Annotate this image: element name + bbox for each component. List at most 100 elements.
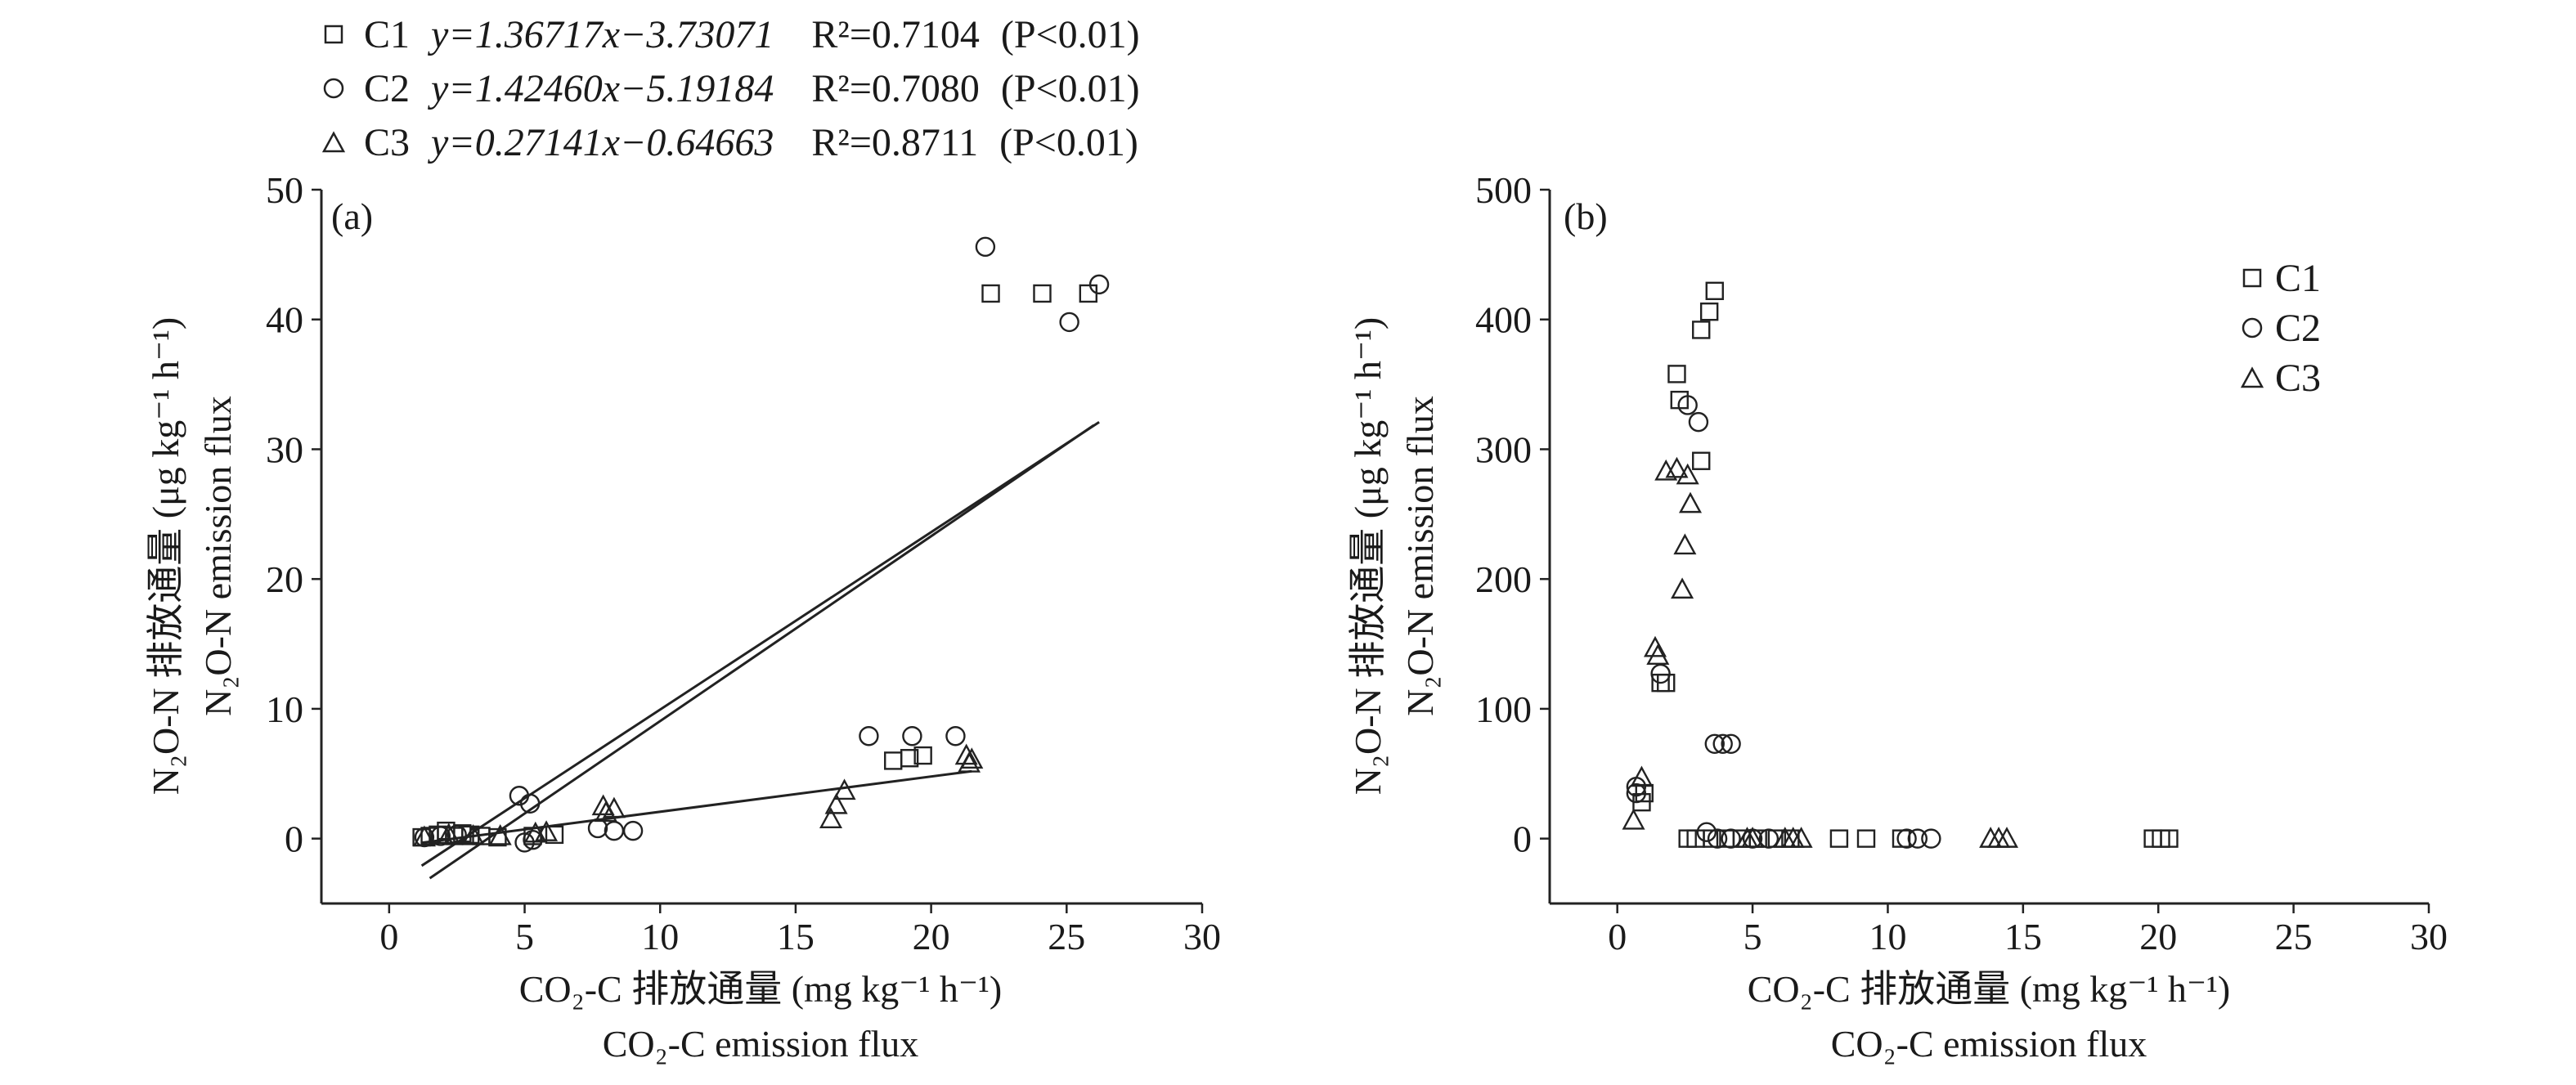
panel-a-x-tick-label: 20 bbox=[913, 916, 950, 957]
panel-b-y-tick-label: 100 bbox=[1475, 688, 1532, 730]
panel-b-point-c3 bbox=[1676, 463, 1699, 485]
panel-a-y-tick-label: 0 bbox=[285, 818, 303, 860]
legend-a-marker-c3 bbox=[321, 131, 346, 153]
panel-b-point-c2 bbox=[1704, 733, 1725, 754]
panel-b-point-c3 bbox=[1995, 827, 2019, 848]
legend-a-r2-c2: R²=0.7080 bbox=[811, 67, 979, 110]
panel-a-x-tick-label: 15 bbox=[777, 916, 815, 957]
panel-b-point-c1 bbox=[1829, 829, 1849, 848]
panel-b-point-c3 bbox=[1646, 643, 1670, 666]
panel-a-point-c2 bbox=[1088, 274, 1110, 295]
legend-a-r2-c3: R²=0.8711 bbox=[811, 121, 978, 164]
panel-a-point-c2 bbox=[902, 726, 922, 746]
panel-b-point-c3 bbox=[1671, 577, 1694, 599]
svg-text:C2 y=1.42460x−5.19184: C2 y=1.42460x−5.19184 R²=0.7080 (P<0.01) bbox=[364, 67, 1140, 110]
legend-a-marker-c2 bbox=[323, 78, 344, 99]
panel-a-point-c2 bbox=[509, 786, 530, 806]
legend-b-name-c1: C1 bbox=[2275, 257, 2321, 300]
panel-b-x-tick-label: 20 bbox=[2139, 916, 2177, 957]
panel-a-point-c1 bbox=[884, 751, 903, 770]
panel-b-point-c2 bbox=[1626, 782, 1647, 804]
panel-a-point-c3 bbox=[819, 807, 843, 829]
panel-a-point-c3 bbox=[594, 800, 617, 823]
panel-a-point-c1 bbox=[900, 749, 919, 768]
legend-a-p-c3: (P<0.01) bbox=[999, 121, 1138, 164]
panel-b-ylabel2: N₂O-N emission flux bbox=[1399, 396, 1441, 716]
panel-a-point-c2 bbox=[945, 726, 966, 746]
legend-a-row-c2: C2 y=1.42460x−5.19184 R²=0.7080 (P<0.01) bbox=[323, 67, 1140, 110]
panel-b-y-tick-label: 500 bbox=[1475, 169, 1532, 211]
legend-a-equation-c1: y=1.36717x−3.73071 bbox=[427, 13, 774, 56]
panel-b-x-tick-label: 30 bbox=[2410, 916, 2448, 957]
panel-a-point-c1 bbox=[913, 746, 932, 765]
panel-b-x-tick-label: 5 bbox=[1744, 916, 1762, 957]
panel-a-y-tick-label: 50 bbox=[266, 169, 303, 211]
panel-a-point-c3 bbox=[412, 825, 436, 847]
panel-a-x-tick-label: 0 bbox=[379, 916, 398, 957]
panel-b-point-c2 bbox=[1688, 411, 1709, 433]
panel-b-points bbox=[1622, 281, 2179, 849]
panel-a-point-c2 bbox=[587, 818, 608, 839]
panel-b-point-c1 bbox=[1667, 365, 1686, 383]
panel-a-fit-line-c2 bbox=[429, 424, 1095, 880]
panel-a-point-c2 bbox=[975, 236, 996, 258]
panel-a-x-tick-label: 5 bbox=[515, 916, 534, 957]
panel-a-point-c3 bbox=[832, 778, 856, 800]
panel-b-point-c3 bbox=[1678, 491, 1703, 513]
panel-a-y-tick-label: 30 bbox=[266, 428, 303, 470]
panel-b-point-c2 bbox=[1758, 828, 1779, 849]
legend-b-marker-c2 bbox=[2242, 317, 2263, 339]
legend-a-row-c1: C1 y=1.36717x−3.73071 R²=0.7104 (P<0.01) bbox=[324, 13, 1140, 56]
panel-a-fit-line-c1 bbox=[420, 421, 1100, 868]
panel-b-y-tick-label: 400 bbox=[1475, 299, 1532, 341]
panel-a-point-c3 bbox=[461, 823, 485, 845]
panel-b-point-c1 bbox=[1892, 829, 1911, 848]
panel-a-ylabel2: N₂O-N emission flux bbox=[197, 396, 239, 716]
legend-a-name-c2: C2 bbox=[364, 67, 410, 110]
panel-b-point-c2 bbox=[1921, 828, 1941, 849]
legend-b-marker-c3 bbox=[2240, 366, 2264, 388]
panel-b-xlabel2: CO₂-C emission flux bbox=[1831, 1023, 2147, 1065]
panel-a-y-tick-label: 20 bbox=[266, 558, 303, 600]
panel-a-xlabel: CO₂-C 排放通量 (mg kg⁻¹ h⁻¹) bbox=[519, 968, 1003, 1010]
legend-a-name-c3: C3 bbox=[364, 121, 410, 164]
panel-a-x-tick-label: 25 bbox=[1048, 916, 1085, 957]
panel-a-x-tick-label: 30 bbox=[1183, 916, 1221, 957]
panel-a-points bbox=[412, 236, 1110, 853]
panel-b-label: (b) bbox=[1564, 195, 1608, 237]
panel-a-xlabel2: CO₂-C emission flux bbox=[603, 1023, 919, 1065]
panel-b-x-tick-label: 25 bbox=[2275, 916, 2313, 957]
panel-b-point-c2 bbox=[1907, 828, 1928, 849]
legend-a-row-c3: C3 y=0.27141x−0.64663 R²=0.8711 (P<0.01) bbox=[321, 121, 1138, 164]
panel-b-y-tick-label: 0 bbox=[1513, 818, 1532, 860]
panel-a-point-c3 bbox=[437, 823, 460, 845]
panel-a-point-c2 bbox=[604, 820, 625, 841]
panel-a-y-tick-label: 10 bbox=[266, 688, 303, 730]
panel-b-y-tick-label: 200 bbox=[1475, 558, 1532, 600]
legend-a-p-c2: (P<0.01) bbox=[1001, 67, 1140, 110]
svg-text:C3 y=0.27141x−0.64663: C3 y=0.27141x−0.64663 R²=0.8711 (P<0.01) bbox=[364, 121, 1138, 164]
panel-a-ylabel: N₂O-N 排放通量 (μg kg⁻¹ h⁻¹) bbox=[145, 317, 186, 795]
panel-b-point-c1 bbox=[1699, 303, 1719, 321]
panel-a-point-c1 bbox=[981, 284, 1000, 303]
panel-b-ylabel: N₂O-N 排放通量 (μg kg⁻¹ h⁻¹) bbox=[1347, 317, 1389, 795]
legend-a-name-c1: C1 bbox=[364, 13, 410, 56]
panel-b-point-c3 bbox=[1789, 827, 1813, 848]
panel-b-point-c2 bbox=[1712, 733, 1733, 754]
panel-a-point-c2 bbox=[519, 793, 541, 814]
panel-b-xlabel: CO₂-C 排放通量 (mg kg⁻¹ h⁻¹) bbox=[1748, 968, 2231, 1010]
panel-b-point-c2 bbox=[1721, 828, 1741, 849]
panel-b-point-c3 bbox=[1665, 456, 1689, 478]
panel-a-tick-labels: 0 5 10 15 20 25 30 0 10 20 30 40 50 bbox=[266, 169, 1221, 957]
panel-a-point-c3 bbox=[535, 820, 559, 841]
panel-b-y-tick-label: 300 bbox=[1475, 428, 1532, 470]
panel-b-point-c2 bbox=[1896, 828, 1917, 849]
panel-a-fit-lines bbox=[420, 421, 1100, 880]
panel-b-axes bbox=[1540, 188, 2430, 913]
panel-a-fit-line-c3 bbox=[421, 769, 972, 845]
panel-b-point-c2 bbox=[1707, 828, 1728, 849]
panel-b-x-tick-label: 0 bbox=[1608, 916, 1627, 957]
legend-a-equation-c2: y=1.42460x−5.19184 bbox=[427, 67, 774, 110]
